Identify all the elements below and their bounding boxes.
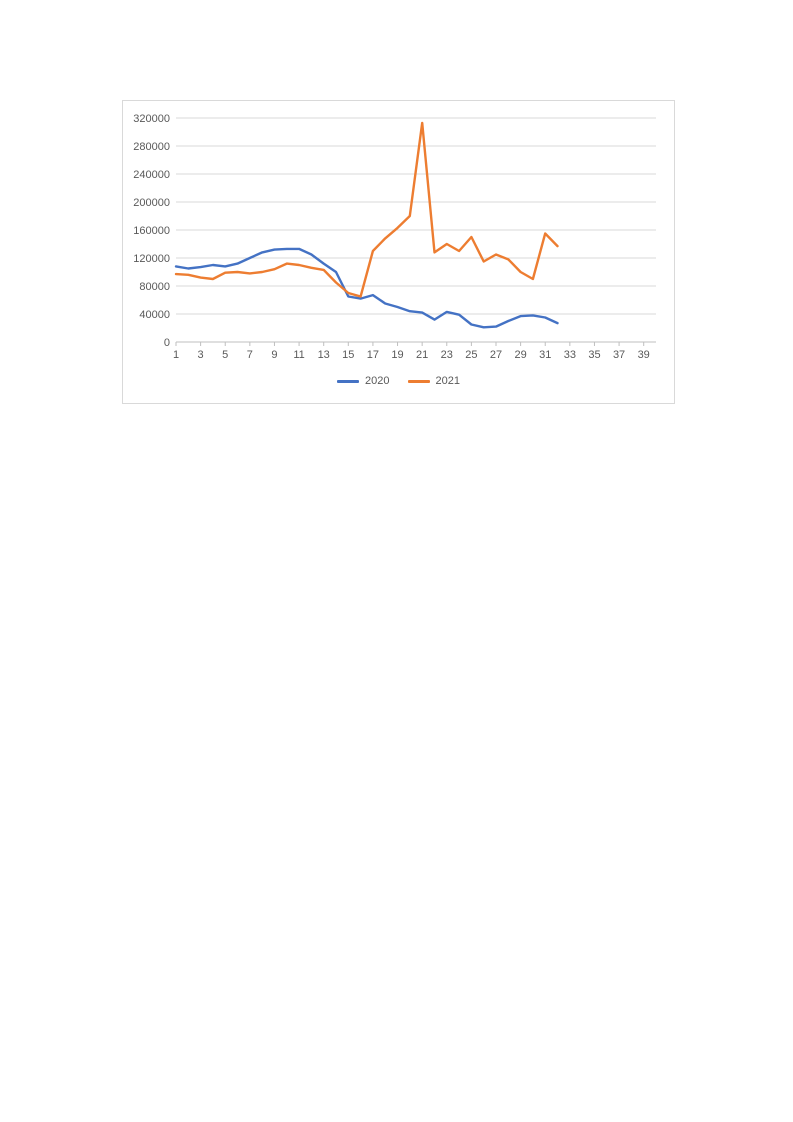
x-axis-tick-label: 37 — [613, 349, 625, 361]
legend-item-2020: 2020 — [337, 375, 390, 387]
series-line-2021 — [174, 121, 559, 298]
x-axis-tick-label: 39 — [638, 349, 650, 361]
y-axis-tick-label: 280000 — [133, 141, 170, 153]
y-axis-tick-label: 80000 — [139, 281, 170, 293]
legend-label-2021: 2021 — [435, 375, 460, 387]
x-axis-tick-label: 15 — [342, 349, 354, 361]
y-axis-tick-label: 240000 — [133, 169, 170, 181]
x-axis-tick-label: 13 — [318, 349, 330, 361]
x-axis-tick-label: 33 — [564, 349, 576, 361]
x-axis-tick-label: 5 — [222, 349, 228, 361]
chart-legend: 2020 2021 — [123, 375, 674, 387]
x-axis-tick-label: 35 — [588, 349, 600, 361]
x-axis-tick-label: 3 — [198, 349, 204, 361]
x-axis-tick-label: 19 — [391, 349, 403, 361]
y-axis-tick-label: 40000 — [139, 309, 170, 321]
y-axis-tick-label: 200000 — [133, 197, 170, 209]
x-axis-tick-label: 23 — [441, 349, 453, 361]
x-axis-tick-label: 25 — [465, 349, 477, 361]
series-line-2020 — [174, 247, 559, 329]
legend-swatch-2020 — [337, 379, 360, 383]
legend-item-2021: 2021 — [407, 375, 460, 387]
line-chart: 0 40000 80000 120000 160000 200000 240000 28000… — [133, 113, 656, 361]
legend-label-2020: 2020 — [365, 375, 390, 387]
y-axis-tick-label: 320000 — [133, 113, 170, 125]
x-axis-tick-label: 9 — [271, 349, 277, 361]
x-axis-tick-label: 27 — [490, 349, 502, 361]
chart-container: 0 40000 80000 120000 160000 200000 240000 28000… — [122, 100, 675, 404]
x-axis-tick-label: 17 — [367, 349, 379, 361]
x-axis-tick-label: 31 — [539, 349, 551, 361]
x-axis-tick-label: 21 — [416, 349, 428, 361]
x-axis-tick-label: 7 — [247, 349, 253, 361]
x-axis-tick-label: 29 — [514, 349, 526, 361]
y-axis-tick-label: 160000 — [133, 225, 170, 237]
y-axis-tick-label: 120000 — [133, 253, 170, 265]
legend-swatch-2021 — [407, 379, 430, 383]
y-axis-tick-label: 0 — [164, 337, 170, 349]
x-axis-tick-label: 1 — [173, 349, 179, 361]
x-axis-tick-label: 11 — [293, 349, 304, 361]
